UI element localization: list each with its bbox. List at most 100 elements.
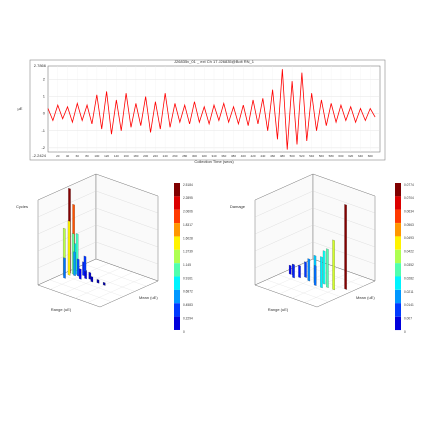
x-tick-label: 480	[280, 154, 285, 158]
colorbar-label: 0.0141	[404, 303, 414, 307]
x-tick-label: 80	[85, 154, 89, 158]
bar	[322, 250, 326, 285]
colorbar-label: 0.0774	[404, 183, 414, 187]
colorbar-label: 1.8317	[183, 223, 193, 227]
colorbar-label: 0.0493	[404, 236, 414, 240]
colorbar-segment	[174, 263, 180, 277]
bar	[96, 279, 100, 284]
wall-grid	[95, 224, 159, 248]
bar	[320, 256, 323, 289]
y-min-label: -2.2424	[32, 153, 46, 158]
bar	[288, 264, 292, 275]
colorbar-segment	[395, 276, 401, 290]
x-tick-label: 660	[368, 154, 373, 158]
signal-line	[47, 69, 376, 150]
bar	[292, 263, 295, 279]
colorbar-segment	[174, 316, 180, 330]
wall-grid	[95, 241, 159, 265]
colorbar-segment	[395, 263, 401, 277]
y-axis-label: µE	[18, 106, 23, 111]
floor-grid	[84, 264, 147, 287]
wall-grid	[312, 207, 376, 231]
x-axis-label: Range (uE)	[268, 307, 289, 312]
colorbar-segment	[395, 223, 401, 237]
y-tick-label: -1	[41, 128, 45, 133]
bar	[326, 248, 329, 288]
colorbar-segment	[174, 223, 180, 237]
wall-grid	[312, 241, 376, 265]
colorbar-segment	[395, 303, 401, 317]
colorbar-segment	[174, 183, 180, 197]
colorbar-label: 0.0634	[404, 209, 414, 213]
y-max-label: 2.7866	[34, 63, 47, 68]
colorbar-segment	[395, 196, 401, 210]
colorbar-segment	[395, 249, 401, 264]
bar	[304, 261, 307, 278]
x-tick-label: 140	[114, 154, 119, 158]
colorbar-segment	[395, 209, 401, 223]
wall-grid	[312, 190, 376, 214]
colorbar-label: 0.0352	[404, 263, 414, 267]
plot-frame	[29, 59, 386, 161]
bar	[102, 281, 106, 286]
colorbar-label: 0.0211	[404, 290, 414, 294]
y-tick-label: -2	[41, 145, 45, 150]
wall-grid	[37, 207, 97, 235]
z-axis-label: Damage	[230, 204, 246, 209]
bar	[313, 265, 317, 286]
x-tick-label: 640	[358, 154, 363, 158]
colorbar-segment	[174, 303, 180, 317]
x-tick-label: 440	[260, 154, 265, 158]
bar	[332, 239, 335, 291]
colorbar-segment	[395, 289, 401, 304]
bar	[83, 255, 87, 272]
y-tick-label: 2	[43, 77, 46, 82]
x-tick-label: 420	[251, 154, 256, 158]
x-tick-label: 160	[124, 154, 129, 158]
bar	[79, 268, 82, 280]
colorbar-label: 0	[404, 330, 406, 334]
colorbar-label: 0.0563	[404, 223, 414, 227]
x-tick-label: 460	[270, 154, 275, 158]
colorbar-segment	[395, 236, 401, 250]
x-tick-label: 500	[290, 154, 295, 158]
x-tick-label: 40	[66, 154, 70, 158]
bar	[84, 269, 87, 280]
x-tick-label: 200	[143, 154, 148, 158]
y-tick-label: 0	[43, 111, 46, 116]
y-tick-label: 1	[43, 94, 46, 99]
bar	[90, 276, 94, 283]
wall-grid	[37, 190, 97, 218]
colorbar-label: 2.5184	[183, 183, 193, 187]
x-axis-label: Range (uE)	[51, 307, 72, 312]
colorbar-label: 0	[183, 330, 185, 334]
bar	[63, 257, 66, 279]
x-tick-label: 280	[182, 154, 187, 158]
floor-grid	[266, 279, 329, 302]
colorbar-segment	[174, 209, 180, 224]
y-axis-label: Mean (uE)	[356, 295, 375, 300]
x-axis-label: Collection Time (secs)	[194, 159, 234, 164]
wall-grid	[37, 224, 97, 252]
bar	[298, 264, 301, 279]
colorbar-label: 0.4583	[183, 303, 193, 307]
x-tick-label: 300	[192, 154, 197, 158]
wall-grid	[254, 224, 314, 252]
x-tick-label: 20	[56, 154, 60, 158]
colorbar-label: 0.0282	[404, 276, 414, 280]
x-tick-label: 260	[172, 154, 177, 158]
z-axis-label: Cycles	[16, 204, 28, 209]
wall-grid	[312, 224, 376, 248]
colorbar-segment	[174, 276, 180, 290]
x-tick-label: 220	[153, 154, 158, 158]
wall-grid	[95, 190, 159, 214]
colorbar-label: 1.3739	[183, 250, 193, 254]
colorbar-label: 0.2294	[183, 316, 193, 320]
colorbar-label: 0.007	[404, 317, 412, 321]
x-tick-label: 60	[76, 154, 80, 158]
x-tick-label: 360	[221, 154, 226, 158]
colorbar-segment	[174, 249, 180, 264]
bar	[67, 220, 71, 276]
colorbar-label: 2.2895	[183, 196, 193, 200]
x-tick-label: 100	[94, 154, 99, 158]
